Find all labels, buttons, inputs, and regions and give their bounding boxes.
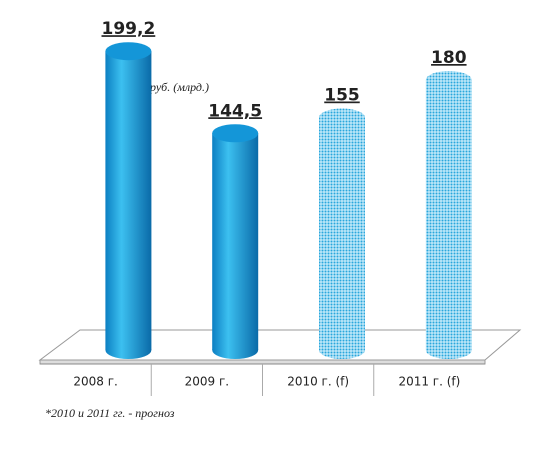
bar (105, 51, 152, 350)
x-tick-label: 2009 г. (185, 375, 229, 389)
value-label: 199,2 (102, 19, 156, 39)
annotation: руб. (млрд.) (149, 80, 209, 94)
value-label: 144,5 (208, 101, 262, 121)
value-label: 180 (431, 48, 467, 68)
bar-cap (319, 108, 365, 127)
x-tick-label: 2011 г. (f) (398, 375, 460, 389)
value-label: 155 (324, 86, 360, 106)
bar (425, 80, 472, 350)
footnote: *2010 и 2011 гг. - прогноз (45, 406, 175, 420)
bar (212, 133, 259, 350)
bar (319, 117, 365, 350)
bar-cap (105, 42, 152, 61)
bar-cap (425, 71, 472, 89)
x-tick-label: 2010 г. (f) (287, 375, 349, 389)
bar-cap (212, 124, 259, 143)
x-tick-label: 2008 г. (73, 375, 117, 389)
floor-edge (39, 359, 486, 365)
